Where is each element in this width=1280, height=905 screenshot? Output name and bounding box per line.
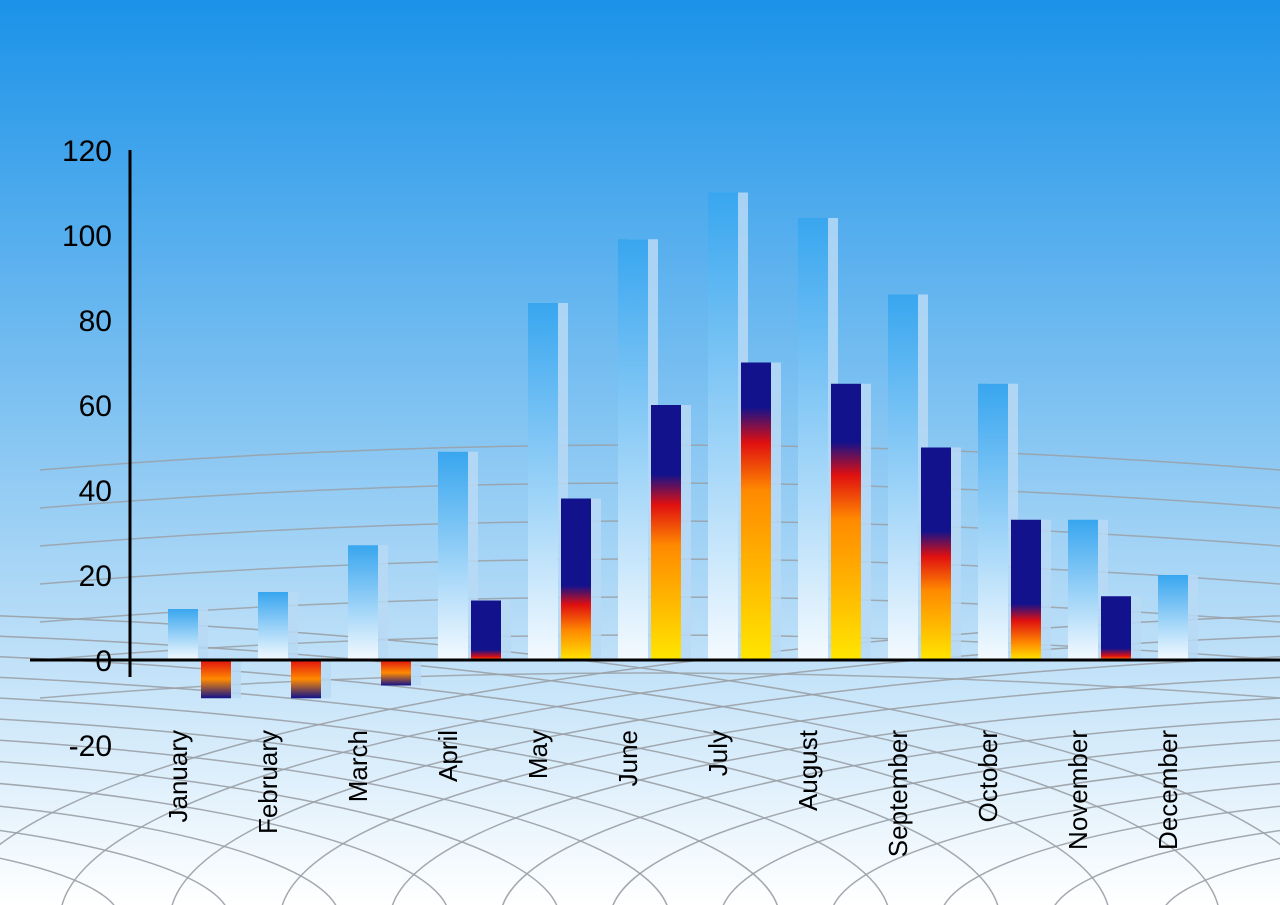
bar-fire — [1101, 596, 1131, 660]
chart-svg: -20 0 20 40 60 80 100 120 January February March A… — [0, 0, 1280, 905]
bar-blue — [1068, 520, 1098, 660]
y-tick-label: 120 — [62, 135, 112, 168]
chart-container: { "canvas": { "width": 1280, "height": 9… — [0, 0, 1280, 905]
bar-blue — [798, 218, 828, 660]
bar-blue — [1158, 575, 1188, 660]
x-tick-label: May — [523, 730, 553, 779]
y-tick-label: 60 — [79, 390, 112, 423]
bar-blue — [708, 193, 738, 661]
bar-blue — [258, 592, 288, 660]
bar-blue — [438, 452, 468, 660]
bar-blue — [528, 303, 558, 660]
x-tick-label: April — [433, 730, 463, 782]
bar-fire — [381, 660, 411, 686]
y-tick-label: 80 — [79, 305, 112, 338]
y-tick-label: 40 — [79, 475, 112, 508]
bar-fire — [1011, 520, 1041, 660]
x-tick-label: November — [1063, 730, 1093, 850]
bar-blue — [978, 384, 1008, 660]
x-tick-label: February — [253, 730, 283, 834]
y-tick-label: 20 — [79, 560, 112, 593]
bar-fire — [921, 448, 951, 661]
x-tick-label: January — [163, 730, 193, 823]
bar-fire — [201, 660, 231, 698]
x-tick-label: August — [793, 729, 823, 811]
bar-fire — [831, 384, 861, 660]
bar-blue — [348, 545, 378, 660]
bar-blue — [888, 295, 918, 661]
bar-fire — [291, 660, 321, 698]
y-tick-label: -20 — [69, 730, 112, 763]
bar-fire — [471, 601, 501, 661]
y-tick-label: 0 — [95, 645, 112, 678]
x-tick-label: June — [613, 730, 643, 786]
bar-fire — [741, 363, 771, 661]
x-tick-label: October — [973, 730, 1003, 823]
bar-fire — [651, 405, 681, 660]
x-tick-label: December — [1153, 730, 1183, 850]
bar-fire — [561, 499, 591, 661]
bar-blue — [168, 609, 198, 660]
y-tick-label: 100 — [62, 220, 112, 253]
bar-blue — [618, 239, 648, 660]
x-tick-label: March — [343, 730, 373, 802]
x-tick-label: September — [883, 730, 913, 858]
x-tick-label: July — [703, 730, 733, 776]
